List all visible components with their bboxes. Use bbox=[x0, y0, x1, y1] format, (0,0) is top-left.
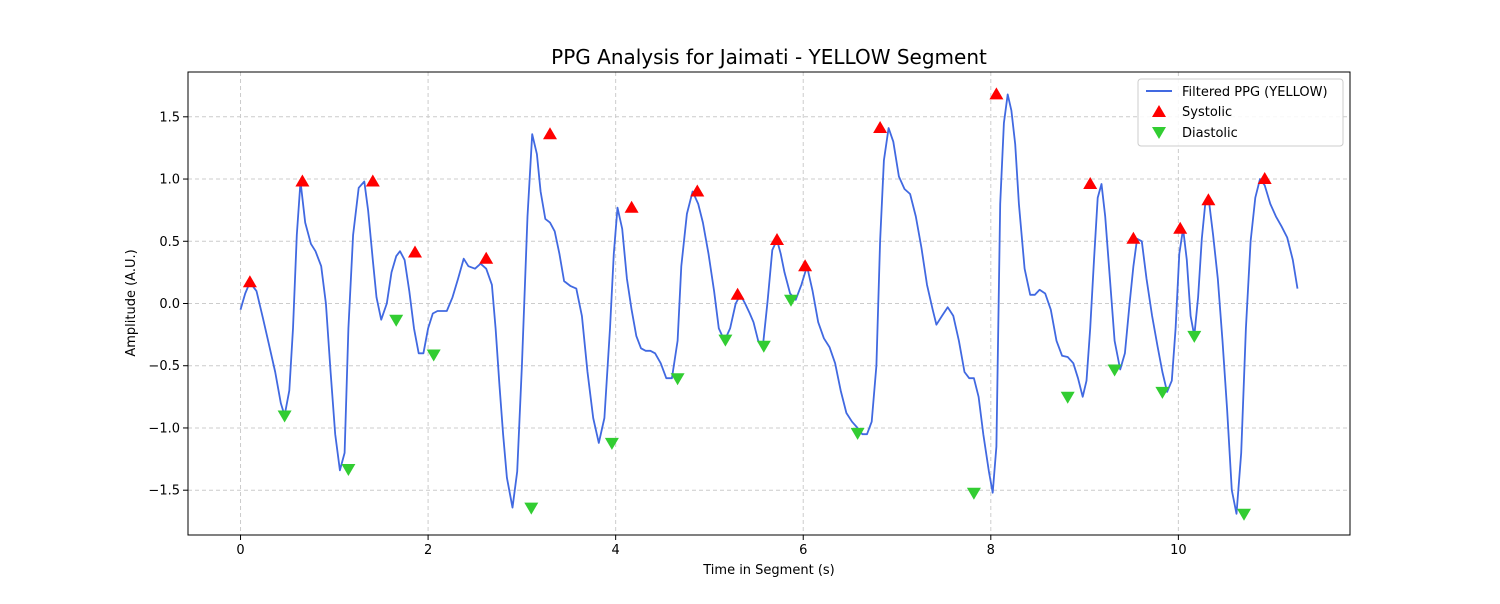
y-tick-label: 0.5 bbox=[159, 235, 180, 250]
systolic-marker bbox=[873, 121, 888, 133]
diastolic-marker bbox=[670, 373, 685, 386]
diastolic-marker bbox=[784, 294, 798, 307]
x-tick-label: 6 bbox=[799, 543, 807, 558]
systolic-marker bbox=[770, 233, 784, 245]
diastolic-marker bbox=[604, 437, 619, 450]
x-tick-label: 10 bbox=[1170, 543, 1187, 558]
legend-diastolic-marker bbox=[1152, 127, 1166, 139]
diastolic-marker bbox=[1187, 330, 1202, 343]
systolic-marker bbox=[1257, 172, 1272, 184]
diastolic-marker bbox=[756, 340, 771, 353]
diastolic-marker bbox=[341, 464, 356, 476]
diastolic-marker bbox=[718, 334, 733, 347]
systolic-marker bbox=[730, 287, 745, 300]
legend-box bbox=[1137, 78, 1344, 147]
y-axis-label: Amplitude (A.U.) bbox=[124, 249, 139, 356]
y-tick-label: 1.5 bbox=[159, 110, 180, 125]
diastolic-marker bbox=[966, 487, 981, 500]
systolic-marker bbox=[365, 174, 380, 187]
diastolic-marker bbox=[277, 410, 292, 423]
diastolic-marker bbox=[426, 349, 441, 362]
x-tick-label: 0 bbox=[236, 543, 244, 558]
y-tick-label: −1.5 bbox=[148, 484, 180, 499]
diastolic-marker bbox=[1155, 386, 1170, 399]
legend-systolic-marker bbox=[1152, 105, 1166, 117]
systolic-marker bbox=[543, 127, 557, 140]
chart-title: PPG Analysis for Jaimati - YELLOW Segmen… bbox=[551, 45, 987, 69]
ticks: 0 2 4 6 8 10 −1.5 −1.0 −0.5 0.0 0.5 1.0 1.5 bbox=[148, 110, 1186, 558]
diastolic-marker bbox=[1107, 364, 1122, 377]
systolic-marker bbox=[624, 200, 639, 213]
systolic-marker bbox=[242, 275, 257, 288]
legend: Filtered PPG (YELLOW) Systolic Diastolic bbox=[1137, 78, 1344, 147]
systolic-marker bbox=[408, 245, 422, 258]
y-tick-label: 0.0 bbox=[159, 297, 180, 312]
legend-label-diastolic: Diastolic bbox=[1182, 126, 1238, 141]
diastolic-marker bbox=[1060, 391, 1075, 404]
diastolic-marker bbox=[1237, 508, 1251, 521]
systolic-marker bbox=[1126, 231, 1141, 244]
legend-label-ppg: Filtered PPG (YELLOW) bbox=[1182, 85, 1328, 100]
y-tick-label: −1.0 bbox=[148, 421, 180, 436]
x-tick-label: 8 bbox=[987, 543, 995, 558]
diastolic-marker bbox=[524, 502, 539, 515]
systolic-marker bbox=[989, 87, 1004, 100]
systolic-marker bbox=[798, 259, 813, 272]
systolic-marker bbox=[690, 184, 705, 197]
systolic-marker bbox=[479, 251, 494, 264]
diastolic-marker bbox=[389, 314, 404, 327]
systolic-marker bbox=[295, 174, 310, 187]
systolic-marker bbox=[1201, 193, 1216, 206]
y-tick-label: −0.5 bbox=[148, 359, 180, 374]
x-tick-label: 4 bbox=[612, 543, 620, 558]
x-tick-label: 2 bbox=[424, 543, 432, 558]
systolic-marker bbox=[1173, 221, 1188, 234]
legend-label-systolic: Systolic bbox=[1182, 105, 1232, 120]
x-axis-label: Time in Segment (s) bbox=[702, 563, 834, 578]
y-tick-label: 1.0 bbox=[159, 173, 180, 188]
systolic-marker bbox=[1083, 177, 1098, 189]
diastolic-marker bbox=[850, 427, 865, 440]
plot-area bbox=[239, 87, 1299, 521]
